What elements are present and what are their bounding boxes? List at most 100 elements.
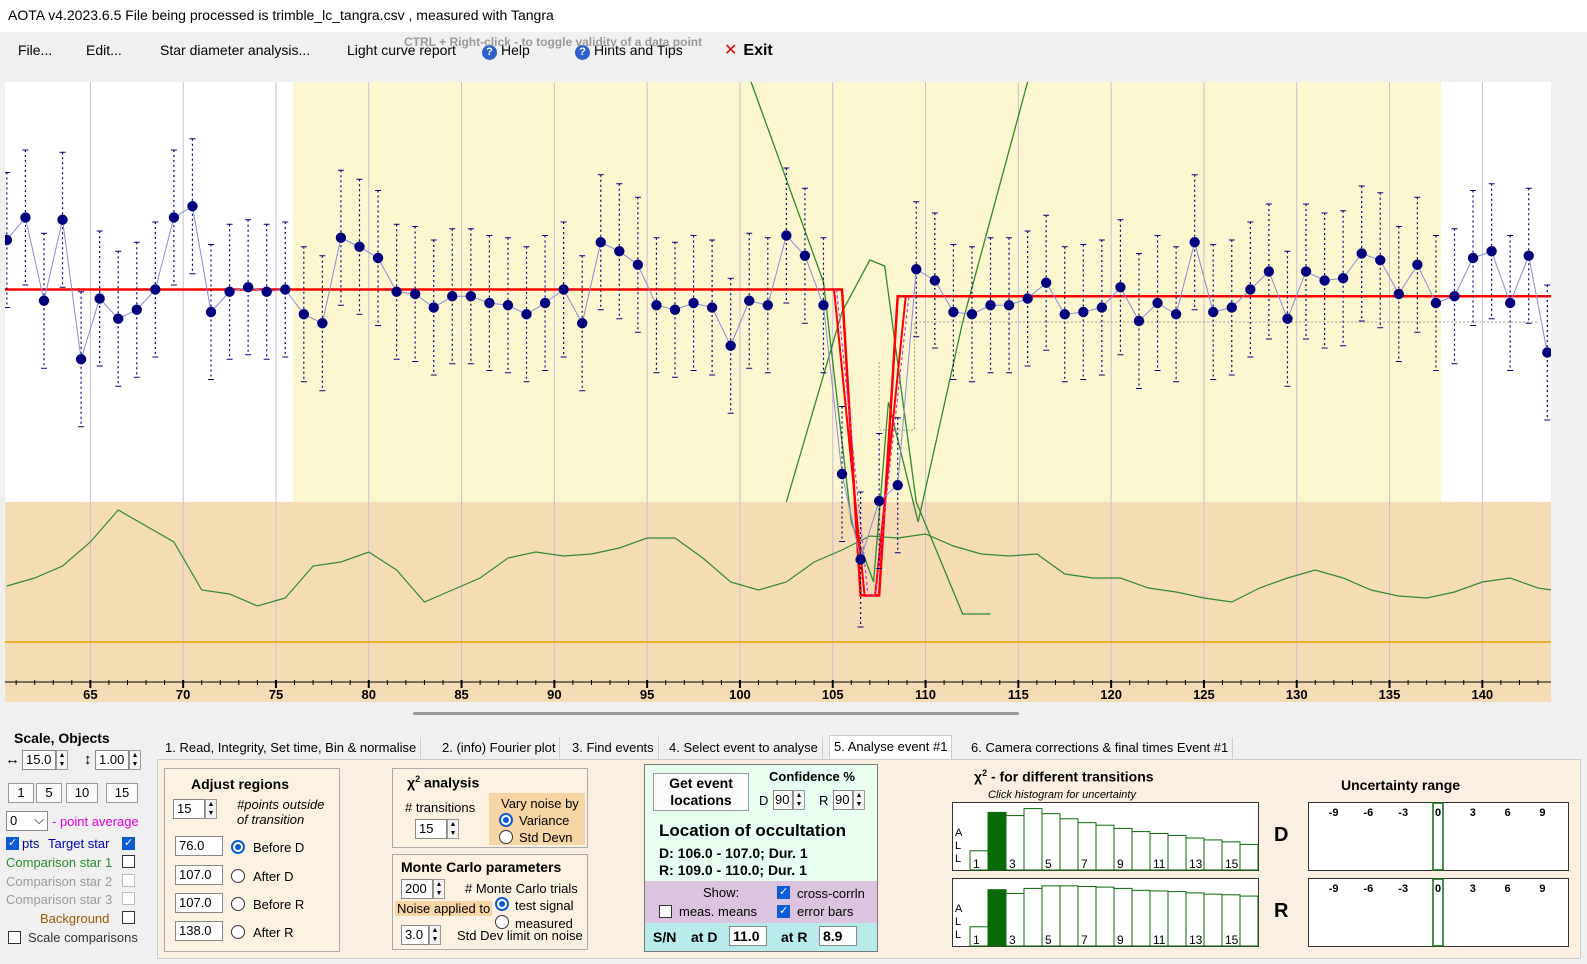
- tab-camera-corrections[interactable]: 6. Camera corrections & final times Even…: [967, 737, 1234, 759]
- plot-scrollbar[interactable]: [413, 712, 1019, 715]
- menu-help-label: Help: [501, 42, 530, 58]
- chi2-hist-sup: 2: [982, 768, 988, 778]
- target-star-checkbox[interactable]: [122, 836, 135, 850]
- v-scale-icon: ↕: [84, 751, 92, 768]
- uncertainty-tick-label: 0: [1435, 883, 1441, 895]
- hist-d-label: D: [1274, 824, 1289, 846]
- tab-fourier[interactable]: 2. (info) Fourier plot: [438, 737, 561, 759]
- error-bars-label: error bars: [797, 904, 854, 919]
- menu-exit[interactable]: ✕ Exit: [724, 40, 773, 60]
- data-point: [168, 212, 180, 223]
- menu-light-curve-report[interactable]: Light curve report: [347, 42, 456, 58]
- before-d-input[interactable]: 76.0: [175, 836, 223, 856]
- tab-select-event[interactable]: 4. Select event to analyse: [665, 737, 823, 759]
- x-tick-label: 90: [547, 687, 561, 702]
- location-title: Location of occultation: [659, 821, 846, 840]
- data-point: [855, 554, 866, 565]
- data-point: [1245, 284, 1256, 295]
- points-outside-spinner[interactable]: ▲ ▼: [205, 799, 217, 819]
- background-checkbox[interactable]: [122, 911, 135, 924]
- scale-x-spinner[interactable]: ▲ ▼: [56, 750, 68, 770]
- transitions-spinner[interactable]: ▲ ▼: [447, 819, 459, 839]
- scale-x-input[interactable]: 15.0: [22, 750, 56, 770]
- scale-y-input[interactable]: 1.00: [95, 750, 129, 770]
- data-point: [280, 284, 291, 295]
- points-outside-input[interactable]: 15: [173, 799, 205, 819]
- adjust-regions-title: Adjust regions: [191, 776, 290, 792]
- data-point: [187, 201, 198, 212]
- scale-y-spinner[interactable]: ▲ ▼: [129, 750, 141, 770]
- bin-10-button[interactable]: 10: [66, 783, 98, 803]
- chi2-histogram-r[interactable]: ALL 1 3 5 7 9 11 13 15: [952, 878, 1260, 948]
- comparison3-checkbox[interactable]: [122, 892, 135, 905]
- data-point: [706, 302, 718, 313]
- scale-objects-title: Scale, Objects: [14, 730, 110, 746]
- hist-tick-label: 11: [1153, 933, 1166, 947]
- cross-corrln-checkbox[interactable]: [777, 885, 790, 899]
- menu-edit[interactable]: Edit...: [86, 42, 122, 58]
- uncertainty-tick-label: 0: [1435, 807, 1441, 819]
- menu-help[interactable]: ? Help: [482, 42, 530, 60]
- chi2-hist-title: χ2 - for different transitions: [974, 768, 1154, 785]
- menu-star-diameter[interactable]: Star diameter analysis...: [160, 42, 311, 58]
- target-star-label: Target star: [48, 836, 110, 851]
- measured-radio[interactable]: [495, 915, 509, 929]
- hist-d-bar: [1095, 824, 1115, 871]
- data-point: [1486, 246, 1497, 257]
- uncertainty-tick-label: -3: [1398, 807, 1408, 819]
- data-point: [614, 246, 625, 257]
- bin-15-button[interactable]: 15: [106, 783, 138, 803]
- after-d-input[interactable]: 107.0: [175, 865, 223, 885]
- std-devn-radio[interactable]: [499, 830, 513, 844]
- test-signal-label: test signal: [515, 898, 574, 913]
- hist-r-bar: [1095, 886, 1115, 947]
- uncertainty-r-frame: [1308, 878, 1569, 947]
- confidence-r-input[interactable]: 90: [833, 790, 853, 810]
- variance-radio[interactable]: [499, 813, 513, 827]
- mc-trials-spinner[interactable]: ▲ ▼: [433, 879, 445, 899]
- x-tick-label: 120: [1100, 687, 1122, 702]
- noise-applied-label: Noise applied to: [395, 901, 493, 916]
- before-r-radio[interactable]: [231, 897, 245, 911]
- transitions-input[interactable]: 15: [415, 819, 447, 839]
- std-dev-spinner[interactable]: ▲ ▼: [429, 925, 441, 945]
- tab-analyse-event[interactable]: 5. Analyse event #1: [829, 735, 953, 761]
- confidence-d-input[interactable]: 90: [773, 790, 793, 810]
- comparison2-checkbox[interactable]: [122, 874, 135, 887]
- x-tick-label: 85: [454, 687, 468, 702]
- hist-tick-label: 7: [1081, 857, 1088, 871]
- data-point: [484, 297, 495, 309]
- pts-checkbox[interactable]: [6, 836, 19, 850]
- menu-hints[interactable]: ? Hints and Tips: [575, 42, 683, 60]
- mc-trials-input[interactable]: 200: [401, 879, 433, 899]
- before-r-input[interactable]: 107.0: [175, 893, 223, 913]
- hist-r-bar: [1023, 887, 1043, 947]
- menu-file[interactable]: File...: [18, 42, 53, 58]
- point-average-select[interactable]: 0 ⌵: [6, 811, 48, 831]
- model-confidence-line: [833, 289, 907, 597]
- chi2-histogram-d[interactable]: ALL 1 3 5 7 9 11 13 15: [952, 802, 1260, 872]
- bin-5-button[interactable]: 5: [36, 783, 62, 803]
- bin-1-button[interactable]: 1: [8, 783, 34, 803]
- x-tick-label: 105: [822, 687, 844, 702]
- tab-read[interactable]: 1. Read, Integrity, Set time, Bin & norm…: [161, 737, 422, 759]
- after-r-radio[interactable]: [231, 925, 245, 939]
- hist-d-bar: [1239, 843, 1259, 871]
- light-curve-plot[interactable]: 65 70 75 80 85 90 95 100 105 110 115 120 125 130 135 14…: [5, 82, 1551, 704]
- data-point: [1170, 309, 1182, 320]
- get-event-locations-button[interactable]: Get event locations: [653, 773, 749, 811]
- scale-comparisons-checkbox[interactable]: [8, 931, 21, 944]
- comparison1-checkbox[interactable]: [122, 855, 135, 868]
- error-bars-checkbox[interactable]: [777, 904, 790, 918]
- hist-d-bar: [1203, 839, 1223, 871]
- std-dev-input[interactable]: 3.0: [401, 925, 429, 945]
- after-d-radio[interactable]: [231, 869, 245, 883]
- confidence-d-spinner[interactable]: ▲ ▼: [793, 790, 805, 810]
- tab-find-events[interactable]: 3. Find events: [568, 737, 659, 759]
- after-r-input[interactable]: 138.0: [175, 921, 223, 941]
- test-signal-radio[interactable]: [495, 897, 509, 911]
- x-tick-label: 135: [1379, 687, 1401, 702]
- confidence-r-spinner[interactable]: ▲ ▼: [853, 790, 865, 810]
- meas-means-checkbox[interactable]: [659, 905, 672, 918]
- before-d-radio[interactable]: [231, 840, 245, 854]
